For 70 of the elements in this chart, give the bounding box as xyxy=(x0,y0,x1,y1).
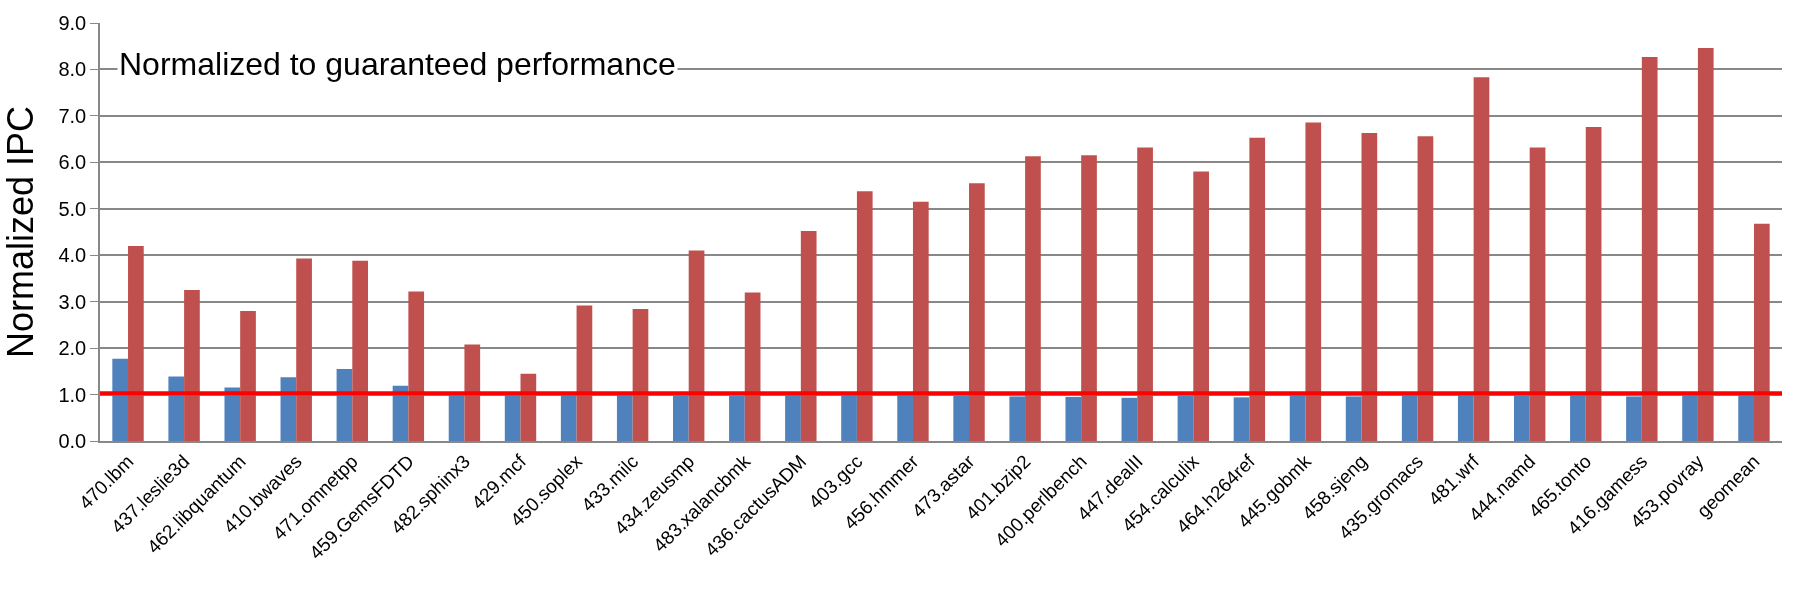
bar xyxy=(1081,155,1097,441)
bar xyxy=(336,369,353,441)
bar xyxy=(168,376,185,441)
bar xyxy=(464,344,481,441)
y-tick-label: 7.0 xyxy=(58,104,87,127)
bar xyxy=(224,387,241,441)
bar xyxy=(1738,394,1754,441)
bar xyxy=(504,394,521,441)
bar xyxy=(1585,127,1602,441)
bar xyxy=(1305,122,1322,441)
bar xyxy=(897,394,913,441)
y-tick-label: 1.0 xyxy=(58,383,87,406)
bar xyxy=(280,377,297,441)
bar xyxy=(953,395,970,441)
annotation: Normalized to guaranteed performance xyxy=(119,46,676,82)
bar xyxy=(785,395,801,441)
bar xyxy=(408,291,425,441)
bar xyxy=(744,292,761,441)
bar xyxy=(729,395,745,441)
bar xyxy=(560,394,577,441)
bar xyxy=(841,395,857,441)
bar xyxy=(1249,137,1266,441)
bar xyxy=(912,201,929,441)
y-tick-label: 5.0 xyxy=(58,197,87,220)
bar xyxy=(688,250,705,441)
y-axis-title: Normalized IPC xyxy=(0,105,41,359)
bar xyxy=(616,394,633,441)
bar xyxy=(352,260,368,441)
bar xyxy=(128,245,144,441)
bar xyxy=(1641,56,1658,441)
bar xyxy=(1121,397,1138,441)
bar xyxy=(632,309,649,441)
bar xyxy=(800,231,817,441)
bar xyxy=(240,310,256,441)
bar xyxy=(856,191,873,441)
bar xyxy=(1361,133,1378,441)
bar xyxy=(1289,395,1306,441)
bar xyxy=(1626,396,1642,441)
y-tick-label: 8.0 xyxy=(58,58,87,81)
bar xyxy=(1514,395,1530,441)
bar xyxy=(1345,396,1362,441)
y-tick-label: 3.0 xyxy=(58,290,87,313)
bar xyxy=(1177,395,1194,441)
bar xyxy=(1025,156,1041,441)
bar xyxy=(1570,394,1586,441)
bar xyxy=(1417,136,1434,441)
y-tick-label: 4.0 xyxy=(58,244,87,267)
bar xyxy=(1233,397,1250,441)
bar xyxy=(296,258,312,441)
bar xyxy=(1682,394,1698,441)
bar xyxy=(1529,147,1546,441)
bar xyxy=(112,358,129,441)
bar xyxy=(1473,77,1490,441)
bar xyxy=(1009,396,1026,441)
bar xyxy=(673,395,689,441)
y-tick-label: 6.0 xyxy=(58,151,87,174)
bar xyxy=(1457,394,1474,441)
bar xyxy=(1697,48,1714,441)
bar xyxy=(1753,223,1770,441)
bar xyxy=(969,183,985,441)
bar xyxy=(1401,394,1418,441)
y-tick-label: 9.0 xyxy=(58,12,87,34)
bar xyxy=(1065,396,1082,441)
y-tick-label: 2.0 xyxy=(58,337,87,360)
bar xyxy=(576,305,593,441)
y-tick-label: 0.0 xyxy=(58,430,87,452)
bar xyxy=(1137,147,1153,441)
bar xyxy=(1193,171,1209,441)
bar xyxy=(184,290,200,441)
bar xyxy=(448,394,465,441)
